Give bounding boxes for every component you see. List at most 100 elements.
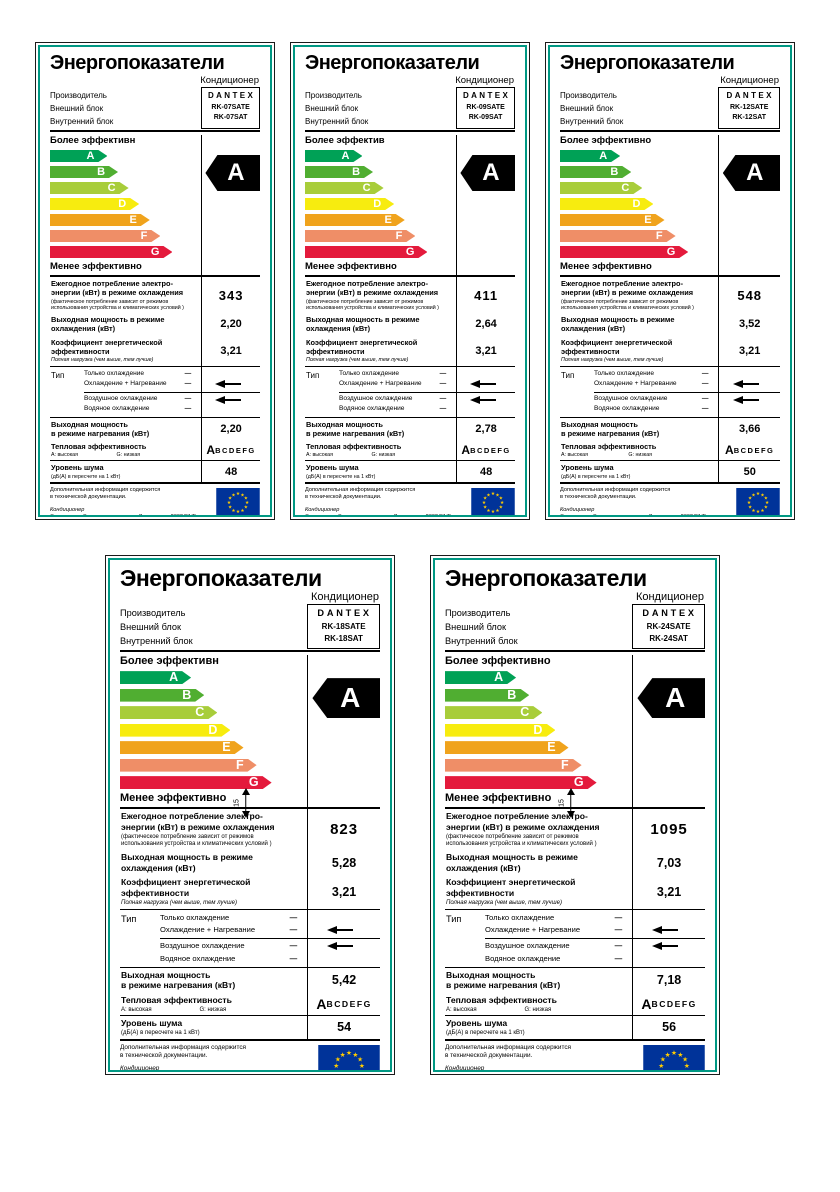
left-arrow-icon [733,379,760,388]
svg-text:★: ★ [764,505,768,510]
outdoor-model: RK-09SATE [466,104,505,111]
cooling-output-value: 3,52 [738,318,761,331]
cooling-output-value: 2,20 [220,318,242,331]
rating-letter: A [746,159,764,186]
rating-arrow: A [637,678,705,719]
noise-row: Уровень шума (дБ(А) в пересчете на 1 кВт… [445,1014,705,1041]
type-group-medium: Воздушное охлаждение — Водяное охлаждени… [560,391,780,417]
dash-mark: — [184,405,192,413]
outdoor-unit-label: Внешний блок [560,104,614,113]
cooling-output-row: Выходная мощность в режиме охлаждения (к… [50,313,260,336]
svg-text:★: ★ [244,505,248,510]
noise-cell: 50 [718,461,780,483]
heating-output-cell: 7,18 [632,967,705,994]
class-bar-C: C [50,182,129,194]
thermal-efficiency-cell: A BCDEFG [201,440,260,461]
rating-letter: A [227,159,245,186]
label-footer: Дополнительная информация содержится в т… [50,487,260,515]
header-section: Производитель Внешний блок Внутренний бл… [120,604,380,653]
svg-text:★: ★ [483,505,487,510]
thermal-efficiency-label: Тепловая эффективность A: высокая G: низ… [560,440,718,460]
annual-consumption-label: Ежегодное потребление электро- энергии (… [51,279,184,311]
appliance-type: Кондиционер [635,591,704,604]
type-section: Тип Только охлаждение — Охлаждение + Наг… [445,909,705,967]
indoor-model: RK-12SAT [732,114,767,121]
indoor-model: RK-24SAT [649,634,688,644]
manufacturer-label: Производитель [445,608,511,619]
brand-logo: DANTEX [642,608,697,619]
brand-logo: DANTEX [317,608,372,619]
class-bar-E: E [120,741,244,754]
dash-mark: — [614,941,623,951]
thermal-efficiency-cell: A BCDEFG [632,993,705,1015]
svg-text:★: ★ [227,500,231,505]
noise-value: 54 [337,1020,352,1035]
annual-consumption-cell: 1095 [632,809,705,850]
label-title: Энергопоказатели [560,52,735,74]
class-bar-B: B [120,689,204,702]
svg-text:★: ★ [359,1063,365,1070]
outdoor-model: RK-24SATE [646,622,691,632]
cooling-output-cell: 2,64 [456,313,515,336]
left-arrow-icon [651,942,678,951]
annual-consumption-label: Ежегодное потребление электро- энергии (… [306,279,439,311]
thermal-efficiency-label: Тепловая эффективность A: высокая G: низ… [50,440,201,460]
annual-consumption-value: 823 [330,821,359,839]
class-bar-C: C [305,182,384,194]
cooling-output-label: Выходная мощность в режиме охлаждения (к… [446,851,578,873]
indoor-unit-label: Внутренний блок [305,117,369,126]
dash-mark: — [439,380,447,388]
header-labels: Производитель Внешний блок Внутренний бл… [560,87,718,130]
type-group-medium: Воздушное охлаждение — Водяное охлаждени… [305,391,515,417]
directive-text: Кондиционер Этикетка - Энергопоказатели … [120,1065,160,1072]
dash-mark: — [289,953,298,963]
svg-text:★: ★ [660,1056,666,1063]
noise-label: Уровень шума (дБ(А) в пересчете на 1 кВт… [121,1017,200,1036]
type-label: Тип [121,914,137,925]
svg-text:★: ★ [495,492,499,497]
svg-text:★: ★ [491,509,495,514]
svg-text:★: ★ [751,492,755,497]
dash-mark: — [614,925,623,935]
noise-label: Уровень шума (дБ(А) в пересчете на 1 кВт… [51,463,121,480]
annual-consumption-label: Ежегодное потребление электро- энергии (… [121,811,275,847]
eu-flag: ★★★★★★★★★★★★ [216,488,260,515]
svg-text:★: ★ [357,1069,363,1072]
energy-label: Энергопоказатели Кондиционер Производите… [105,555,395,1075]
column-divider [718,135,720,275]
thermal-scale-note: A: высокая G: низкая [51,452,141,459]
heating-output-cell: 5,42 [307,967,380,994]
thermal-efficiency-row: Тепловая эффективность A: высокая G: низ… [50,440,260,461]
heating-output-cell: 2,20 [201,417,260,441]
annual-consumption-cell: 823 [307,809,380,850]
type-cooling-heating-cell [718,366,780,392]
header-labels: Производитель Внешний блок Внутренний бл… [445,604,632,650]
energy-label-frame: Энергопоказатели Кондиционер Производите… [38,45,272,517]
cooling-output-cell: 3,52 [718,313,780,336]
svg-text:★: ★ [482,500,486,505]
svg-text:★: ★ [677,1052,683,1059]
eer-row: Коэффициент энергетической эффективности… [120,875,380,910]
dimension-line [570,791,572,816]
rating-letter: A [482,159,500,186]
svg-text:★: ★ [346,1050,352,1057]
type-group-medium: Воздушное охлаждение — Водяное охлаждени… [50,391,260,417]
annual-consumption-cell: 343 [201,277,260,314]
class-bar-C: C [560,182,642,194]
annual-consumption-value: 1095 [650,821,688,839]
type-label: Тип [561,370,575,380]
type-row-water-cooling: Водяное охлаждение — [485,953,630,965]
energy-label: Энергопоказатели Кондиционер Производите… [290,42,530,520]
noise-row: Уровень шума (дБ(А) в пересчете на 1 кВт… [560,460,780,485]
header-section: Производитель Внешний блок Внутренний бл… [445,604,705,653]
rating-arrow: A [312,678,380,719]
left-arrow-icon [469,395,496,404]
model-box: DANTEX RK-24SATE RK-24SAT [632,604,705,650]
model-box: DANTEX RK-07SATE RK-07SAT [201,87,260,129]
left-arrow-icon [733,395,760,404]
left-arrow-icon [326,942,353,951]
dash-mark: — [184,369,192,377]
more-efficient-text: Более эффективн [50,135,136,146]
